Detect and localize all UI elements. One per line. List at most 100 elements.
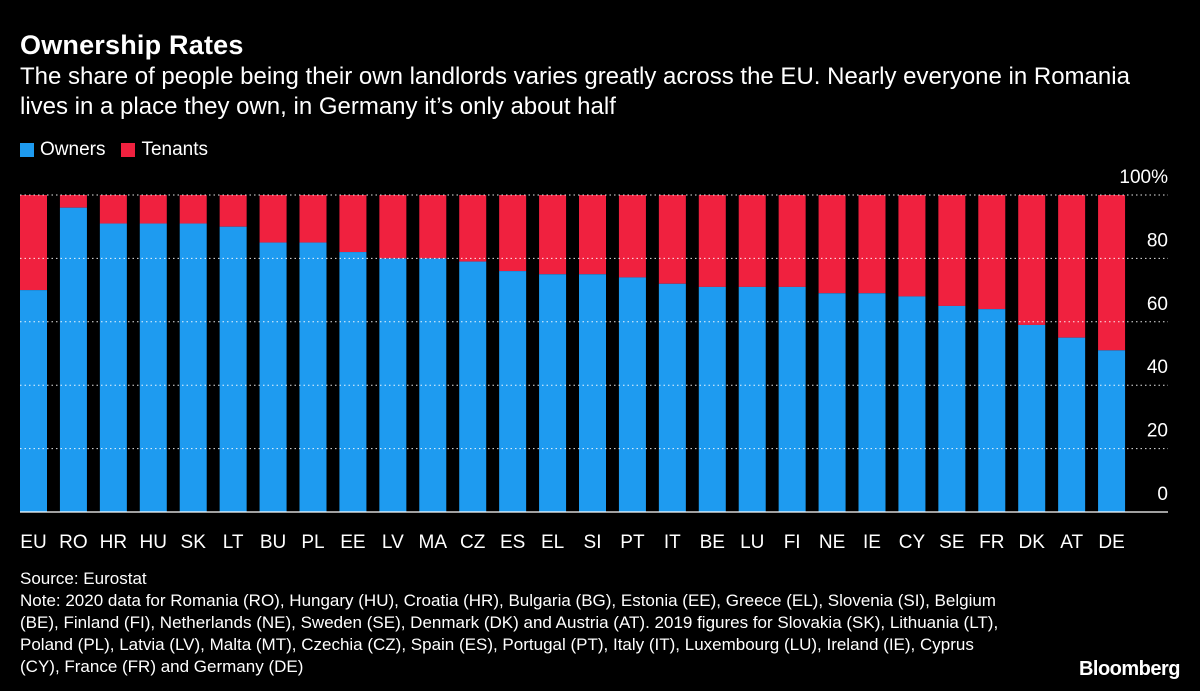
bar-owners-pt bbox=[618, 277, 646, 512]
bar-tenants-lu bbox=[738, 195, 766, 287]
bar-tenants-ie bbox=[858, 195, 886, 294]
legend: Owners Tenants bbox=[20, 139, 224, 161]
bar-owners-sk bbox=[179, 223, 207, 512]
bar-owners-lu bbox=[738, 286, 766, 512]
chart-subtitle: The share of people being their own land… bbox=[20, 63, 1130, 120]
bar-owners-de bbox=[1098, 350, 1126, 512]
bar-tenants-pt bbox=[618, 195, 646, 278]
x-tick-label-cy: CY bbox=[899, 532, 926, 553]
x-tick-label-ne: NE bbox=[819, 532, 845, 553]
x-tick-label-be: BE bbox=[700, 532, 725, 553]
bar-tenants-fi bbox=[778, 195, 806, 287]
bar-tenants-se bbox=[938, 195, 966, 306]
legend-swatch-owners bbox=[20, 143, 34, 157]
y-tick-label-0: 0 bbox=[1157, 484, 1168, 505]
x-tick-label-es: ES bbox=[500, 532, 525, 553]
x-tick-label-at: AT bbox=[1060, 532, 1083, 553]
bar-owners-at bbox=[1058, 337, 1086, 512]
bar-owners-dk bbox=[1018, 324, 1046, 512]
bar-tenants-si bbox=[579, 195, 606, 275]
bar-owners-el bbox=[539, 274, 567, 512]
bar-owners-hu bbox=[139, 223, 167, 512]
legend-item-tenants: Tenants bbox=[121, 139, 208, 161]
bar-tenants-hr bbox=[99, 195, 127, 224]
bar-tenants-ro bbox=[59, 195, 87, 208]
chart-title: Ownership Rates bbox=[20, 30, 244, 60]
bar-tenants-hu bbox=[139, 195, 167, 224]
bar-owners-hr bbox=[99, 223, 127, 512]
legend-label-owners: Owners bbox=[40, 139, 106, 160]
x-tick-label-sk: SK bbox=[181, 532, 207, 553]
bar-tenants-el bbox=[539, 195, 567, 275]
x-tick-label-it: IT bbox=[664, 532, 681, 553]
bar-tenants-pl bbox=[299, 195, 327, 243]
bar-owners-be bbox=[698, 286, 726, 512]
y-tick-label-100: 100% bbox=[1119, 167, 1168, 188]
bar-owners-ro bbox=[59, 207, 87, 512]
x-tick-label-el: EL bbox=[541, 532, 564, 553]
y-tick-label-20: 20 bbox=[1147, 421, 1168, 442]
source-note: Source: Eurostat bbox=[20, 569, 147, 588]
x-tick-label-se: SE bbox=[939, 532, 964, 553]
bar-owners-eu bbox=[20, 290, 47, 512]
bar-tenants-sk bbox=[179, 195, 207, 224]
bar-owners-cz bbox=[459, 261, 487, 512]
x-tick-label-ma: MA bbox=[419, 532, 448, 553]
legend-item-owners: Owners bbox=[20, 139, 105, 161]
bar-tenants-be bbox=[698, 195, 726, 287]
bar-owners-se bbox=[938, 305, 966, 512]
bar-owners-ie bbox=[858, 293, 886, 512]
bar-tenants-cz bbox=[459, 195, 487, 262]
bar-tenants-at bbox=[1058, 195, 1086, 338]
bar-tenants-de bbox=[1098, 195, 1126, 351]
x-tick-label-fr: FR bbox=[979, 532, 1004, 553]
bar-tenants-es bbox=[499, 195, 527, 272]
legend-label-tenants: Tenants bbox=[141, 139, 209, 160]
bar-owners-ee bbox=[339, 252, 367, 512]
x-tick-label-dk: DK bbox=[1019, 532, 1046, 553]
bloomberg-logo: Bloomberg bbox=[1078, 658, 1181, 680]
bar-owners-es bbox=[499, 271, 527, 512]
x-tick-label-pl: PL bbox=[301, 532, 324, 553]
y-tick-label-60: 60 bbox=[1147, 294, 1168, 315]
bar-owners-ma bbox=[419, 258, 447, 512]
bar-owners-lt bbox=[219, 226, 247, 512]
y-tick-label-40: 40 bbox=[1147, 357, 1168, 378]
bar-owners-cy bbox=[898, 296, 926, 512]
x-tick-label-lu: LU bbox=[740, 532, 764, 553]
x-tick-label-hu: HU bbox=[140, 532, 167, 553]
bar-tenants-ee bbox=[339, 195, 367, 253]
bar-tenants-ma bbox=[419, 195, 447, 259]
x-tick-label-fi: FI bbox=[784, 532, 801, 553]
bar-owners-bu bbox=[259, 242, 287, 513]
x-tick-label-si: SI bbox=[584, 532, 602, 553]
bar-owners-si bbox=[579, 274, 606, 512]
bar-owners-it bbox=[658, 283, 686, 512]
footnote: Note: 2020 data for Romania (RO), Hungar… bbox=[20, 591, 999, 676]
x-tick-label-cz: CZ bbox=[460, 532, 486, 553]
bar-owners-pl bbox=[299, 242, 327, 513]
bar-tenants-fr bbox=[978, 195, 1006, 310]
x-tick-label-ie: IE bbox=[863, 532, 881, 553]
x-tick-label-lt: LT bbox=[223, 532, 244, 553]
bar-owners-lv bbox=[379, 258, 407, 512]
bar-tenants-bu bbox=[259, 195, 287, 243]
bar-owners-fi bbox=[778, 286, 806, 512]
bar-tenants-cy bbox=[898, 195, 926, 297]
bar-tenants-lv bbox=[379, 195, 407, 259]
x-tick-label-ro: RO bbox=[59, 532, 88, 553]
legend-swatch-tenants bbox=[121, 143, 136, 157]
bar-tenants-dk bbox=[1018, 195, 1046, 325]
x-tick-label-bu: BU bbox=[260, 532, 286, 553]
x-tick-label-pt: PT bbox=[620, 532, 645, 553]
x-tick-label-hr: HR bbox=[100, 532, 127, 553]
bar-tenants-lt bbox=[219, 195, 247, 227]
bar-tenants-eu bbox=[20, 195, 47, 291]
x-tick-label-lv: LV bbox=[382, 532, 404, 553]
x-tick-label-ee: EE bbox=[340, 532, 365, 553]
bar-tenants-ne bbox=[818, 195, 846, 294]
x-tick-label-de: DE bbox=[1098, 532, 1124, 553]
bar-owners-ne bbox=[818, 293, 846, 512]
bar-owners-fr bbox=[978, 309, 1006, 512]
